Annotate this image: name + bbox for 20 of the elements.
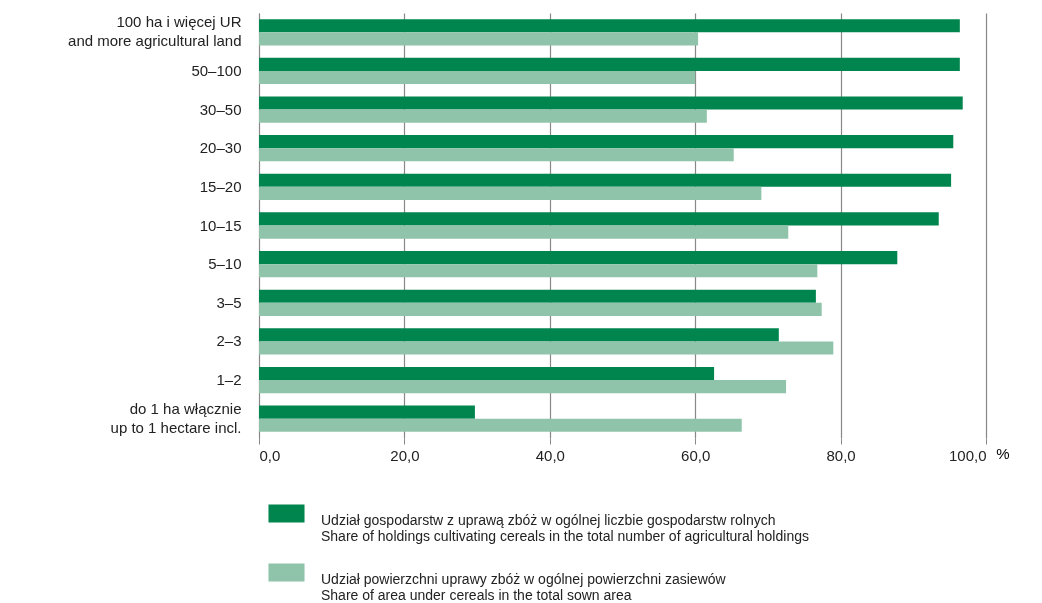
- x-tick-label: 60,0: [681, 446, 711, 464]
- x-axis-title: %: [996, 444, 1010, 462]
- y-tick-label: 1–2: [216, 371, 242, 389]
- x-tick-label: 40,0: [535, 446, 565, 464]
- legend-label: Udział powierzchni uprawy zbóż w ogólnej powierzchni zasiewów Share of area under cereals in the total sown area: [321, 570, 727, 603]
- y-tick-label: 30–50: [199, 100, 242, 118]
- x-tick-label: 80,0: [826, 446, 856, 464]
- y-tick-label: 15–20: [199, 177, 242, 195]
- y-tick-label: 10–15: [199, 216, 242, 234]
- y-tick-label: 50–100: [191, 61, 242, 79]
- y-tick-label: 5–10: [208, 255, 242, 273]
- y-tick-label: 2–3: [216, 332, 242, 350]
- legend-label: Udział gospodarstw z uprawą zbóż w ogólnej liczbie gospodarstw rolnych Share of holdings cultivating cereals in the total number of agricultural holdings: [321, 511, 809, 544]
- x-tick-label: 20,0: [390, 446, 420, 464]
- y-tick-label: 20–30: [199, 139, 242, 157]
- y-tick-label: 3–5: [216, 293, 242, 311]
- x-tick-label: 0,0: [259, 446, 281, 464]
- y-tick-label: do 1 ha włącznie up to 1 hectare incl.: [110, 399, 242, 436]
- y-tick-label: 100 ha i więcej UR and more agricultural land: [68, 13, 242, 50]
- x-tick-label: 100,0: [948, 446, 987, 464]
